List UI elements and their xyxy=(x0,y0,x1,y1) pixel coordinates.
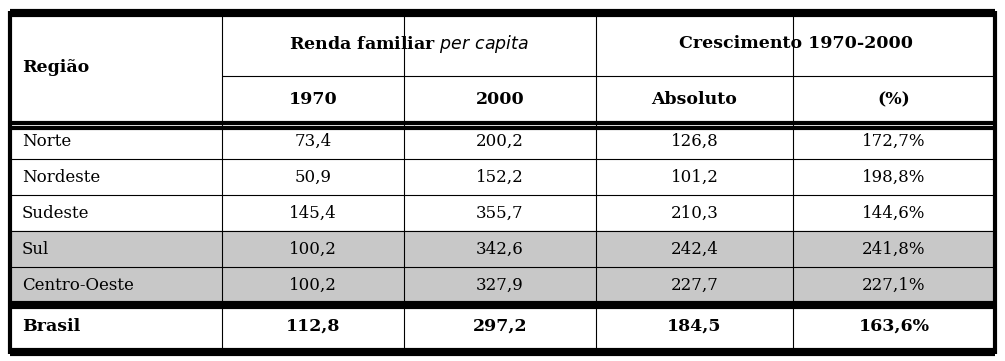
Text: 101,2: 101,2 xyxy=(670,169,719,186)
Text: Crescimento 1970-2000: Crescimento 1970-2000 xyxy=(678,35,913,52)
Text: 1970: 1970 xyxy=(288,91,338,108)
Text: Sul: Sul xyxy=(22,241,49,258)
Text: 342,6: 342,6 xyxy=(476,241,524,258)
Bar xyxy=(10,267,995,303)
Bar xyxy=(10,231,995,267)
Text: 144,6%: 144,6% xyxy=(862,205,926,222)
Text: 163,6%: 163,6% xyxy=(858,318,930,335)
Text: 50,9: 50,9 xyxy=(294,169,332,186)
Text: 100,2: 100,2 xyxy=(289,277,337,293)
Text: Absoluto: Absoluto xyxy=(651,91,738,108)
Text: Sudeste: Sudeste xyxy=(22,205,89,222)
Text: Norte: Norte xyxy=(22,133,71,150)
Text: Brasil: Brasil xyxy=(22,318,80,335)
Text: 242,4: 242,4 xyxy=(670,241,719,258)
Text: 152,2: 152,2 xyxy=(476,169,524,186)
Text: 145,4: 145,4 xyxy=(289,205,337,222)
Text: 297,2: 297,2 xyxy=(472,318,528,335)
Text: 172,7%: 172,7% xyxy=(862,133,926,150)
Text: Centro-Oeste: Centro-Oeste xyxy=(22,277,134,293)
Text: 100,2: 100,2 xyxy=(289,241,337,258)
Text: 198,8%: 198,8% xyxy=(862,169,926,186)
Text: 73,4: 73,4 xyxy=(294,133,332,150)
Text: 112,8: 112,8 xyxy=(285,318,340,335)
Text: Renda familiar $\mathbf{\it{per\ capita}}$: Renda familiar $\mathbf{\it{per\ capita}… xyxy=(289,32,529,55)
Text: 227,1%: 227,1% xyxy=(862,277,926,293)
Text: 241,8%: 241,8% xyxy=(862,241,926,258)
Text: Região: Região xyxy=(22,58,89,76)
Text: 227,7: 227,7 xyxy=(670,277,719,293)
Text: (%): (%) xyxy=(877,91,911,108)
Text: 327,9: 327,9 xyxy=(476,277,524,293)
Text: 210,3: 210,3 xyxy=(670,205,719,222)
Text: Nordeste: Nordeste xyxy=(22,169,101,186)
Text: 184,5: 184,5 xyxy=(667,318,722,335)
Text: 2000: 2000 xyxy=(475,91,525,108)
Text: 200,2: 200,2 xyxy=(476,133,524,150)
Text: 355,7: 355,7 xyxy=(476,205,524,222)
Text: 126,8: 126,8 xyxy=(670,133,719,150)
